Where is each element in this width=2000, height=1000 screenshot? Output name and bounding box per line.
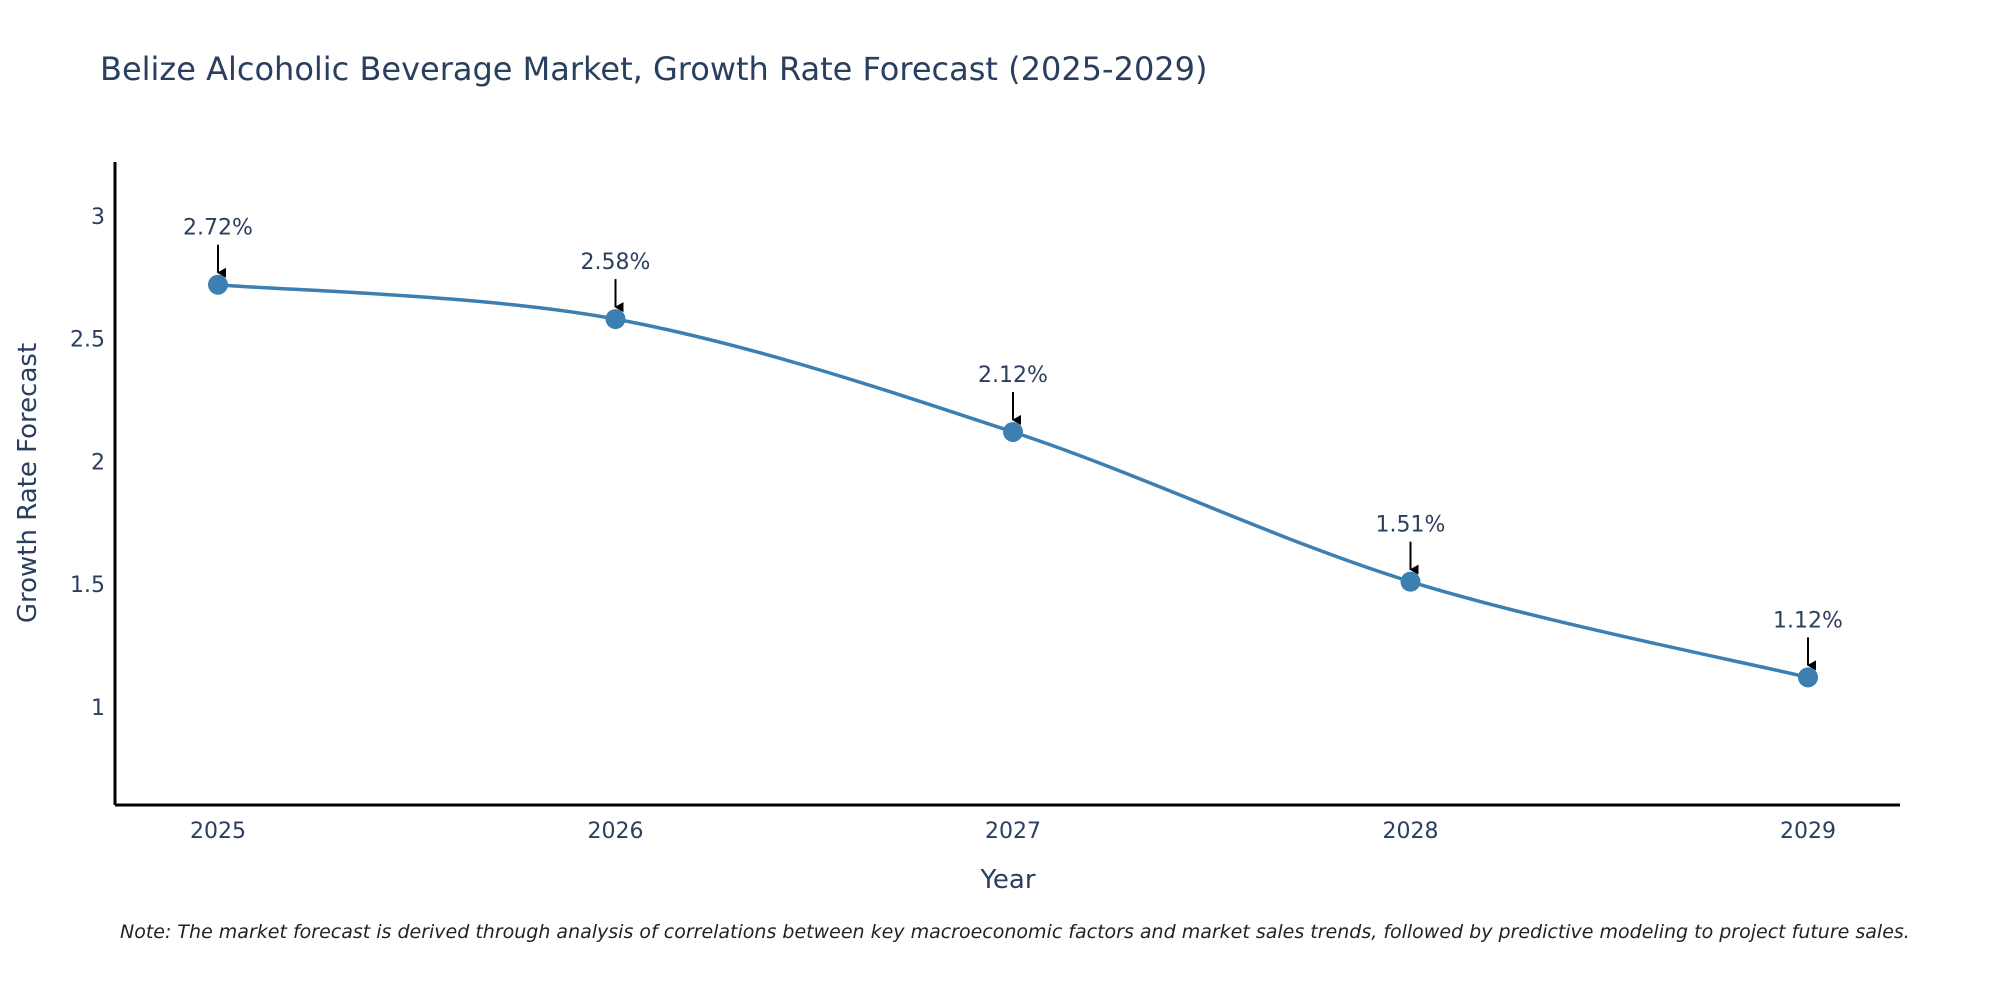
data-point-2025 xyxy=(208,274,228,295)
y-tick-labels: 1 1.5 2 2.5 3 xyxy=(70,205,105,721)
data-label-2026: 2.58% xyxy=(581,250,651,275)
data-point-2026 xyxy=(605,309,626,330)
y-tick-label: 3 xyxy=(91,205,105,230)
data-annotations: 2.72% 2.58% 2.12% 1.51% 1.12% xyxy=(183,216,1843,671)
x-tick-labels: 2025 2026 2027 2028 2029 xyxy=(190,819,1836,844)
data-point-2027 xyxy=(1003,421,1023,442)
data-label-2028: 1.51% xyxy=(1376,513,1446,538)
y-tick-label: 2 xyxy=(91,450,105,475)
y-tick-label: 1.5 xyxy=(70,573,105,598)
x-tick-label: 2028 xyxy=(1383,819,1439,844)
series-line xyxy=(217,282,1809,680)
data-label-2025: 2.72% xyxy=(183,216,253,241)
x-tick-label: 2026 xyxy=(588,819,644,844)
x-tick-label: 2029 xyxy=(1780,819,1836,844)
data-point-2028 xyxy=(1400,571,1421,592)
data-markers xyxy=(208,274,1818,688)
axes xyxy=(113,162,1900,807)
data-label-2029: 1.12% xyxy=(1773,608,1843,633)
x-axis-title: Year xyxy=(979,865,1035,895)
chart-title: Belize Alcoholic Beverage Market, Growth… xyxy=(100,50,1208,88)
y-tick-label: 1 xyxy=(91,696,105,721)
data-point-2029 xyxy=(1798,667,1818,688)
y-axis-title: Growth Rate Forecast xyxy=(13,343,43,623)
y-tick-label: 2.5 xyxy=(70,328,105,353)
chart-note: Note: The market forecast is derived thr… xyxy=(120,921,1910,943)
x-tick-label: 2027 xyxy=(985,819,1041,844)
x-tick-label: 2025 xyxy=(190,819,246,844)
data-label-2027: 2.12% xyxy=(978,363,1048,388)
